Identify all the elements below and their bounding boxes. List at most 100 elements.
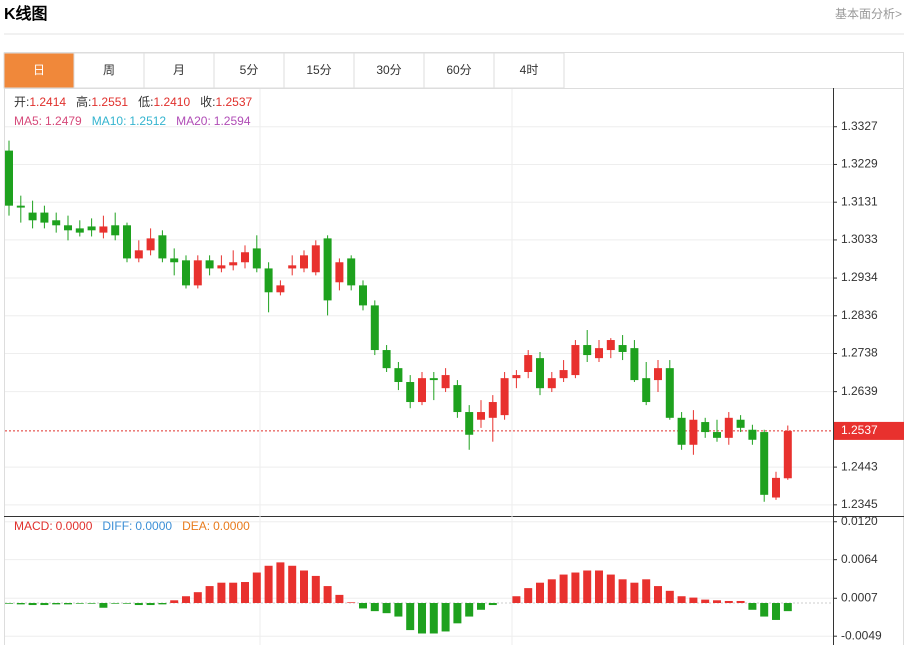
macd-bar bbox=[99, 603, 108, 608]
page-title: K线图 bbox=[4, 4, 48, 23]
candle-body bbox=[547, 378, 556, 389]
candle-body bbox=[595, 348, 603, 359]
candle-body bbox=[559, 370, 568, 379]
tab-label[interactable]: 4时 bbox=[520, 63, 539, 77]
tab-label[interactable]: 日 bbox=[33, 63, 45, 77]
tab[interactable] bbox=[213, 52, 285, 89]
candle-body bbox=[772, 477, 780, 498]
tab-label[interactable]: 30分 bbox=[376, 63, 401, 77]
info-label: MA20: bbox=[176, 114, 211, 128]
candle-body bbox=[524, 355, 533, 372]
macd-bar bbox=[264, 565, 273, 604]
macd-bar bbox=[347, 602, 356, 604]
candle-body bbox=[418, 378, 426, 403]
candle-body bbox=[170, 258, 179, 263]
macd-bar bbox=[252, 572, 261, 604]
macd-bar bbox=[382, 603, 391, 614]
candle-body bbox=[536, 358, 544, 389]
macd-bar bbox=[217, 582, 226, 604]
macd-bar bbox=[323, 586, 332, 604]
candle-body bbox=[158, 235, 167, 259]
macd-bar bbox=[123, 603, 131, 604]
tab[interactable] bbox=[353, 52, 425, 89]
macd-bar bbox=[760, 603, 769, 617]
candle-body bbox=[665, 368, 674, 418]
candle-body bbox=[748, 429, 757, 440]
candle-body bbox=[394, 368, 403, 383]
tab[interactable] bbox=[3, 52, 75, 89]
macd-tick-label: 0.0007 bbox=[841, 590, 878, 604]
candle-body bbox=[359, 285, 367, 306]
y-tick-label: 1.2836 bbox=[841, 308, 878, 322]
candle-body bbox=[5, 150, 13, 206]
candle-body bbox=[276, 285, 285, 293]
macd-bar bbox=[689, 597, 698, 604]
info-value: 1.2410 bbox=[153, 95, 190, 109]
candle-body bbox=[760, 432, 769, 495]
candle-body bbox=[724, 417, 733, 438]
macd-bar bbox=[370, 603, 379, 612]
tab-label[interactable]: 月 bbox=[173, 63, 185, 77]
tab-label[interactable]: 周 bbox=[103, 63, 115, 77]
macd-bar bbox=[772, 603, 780, 620]
tab-label[interactable]: 15分 bbox=[306, 63, 331, 77]
y-tick-label: 1.3033 bbox=[841, 232, 878, 246]
macd-bar bbox=[300, 570, 308, 604]
macd-bar bbox=[146, 603, 155, 606]
info-label: MA5: bbox=[14, 114, 42, 128]
macd-bar bbox=[394, 603, 403, 617]
macd-bar bbox=[40, 603, 49, 606]
candle-body bbox=[736, 419, 745, 428]
macd-bar bbox=[512, 596, 521, 604]
candle-body bbox=[99, 226, 108, 233]
candle-body bbox=[205, 260, 214, 269]
macd-bar bbox=[276, 562, 285, 604]
macd-bar bbox=[547, 579, 556, 604]
candle-body bbox=[217, 265, 226, 269]
candle-body bbox=[229, 262, 238, 266]
macd-bar bbox=[571, 572, 580, 604]
info-label: MACD: bbox=[14, 519, 53, 533]
candle-body bbox=[583, 345, 592, 356]
candle-body bbox=[134, 250, 143, 259]
info-value: 1.2512 bbox=[129, 114, 166, 128]
candle-body bbox=[347, 258, 356, 286]
macd-bar bbox=[134, 603, 143, 606]
macd-tick-label: 0.0120 bbox=[841, 514, 878, 528]
macd-bar bbox=[630, 582, 639, 604]
candle-body bbox=[193, 260, 202, 286]
candle-body bbox=[40, 212, 49, 223]
candle-body bbox=[571, 345, 580, 376]
macd-tick-label: 0.0064 bbox=[841, 552, 878, 566]
y-tick-label: 1.2443 bbox=[841, 459, 878, 473]
info-label: DIFF: bbox=[102, 519, 132, 533]
y-tick-label: 1.2639 bbox=[841, 384, 878, 398]
macd-bar bbox=[583, 570, 592, 604]
candle-body bbox=[701, 422, 710, 433]
y-tick-label: 1.2934 bbox=[841, 270, 878, 284]
candle-body bbox=[642, 378, 651, 403]
macd-bar bbox=[158, 603, 167, 605]
tab-label[interactable]: 5分 bbox=[240, 63, 259, 77]
macd-bar bbox=[311, 575, 320, 604]
macd-bar bbox=[28, 603, 37, 606]
candle-body bbox=[713, 432, 721, 438]
macd-bar bbox=[477, 603, 485, 610]
candle-body bbox=[677, 417, 686, 445]
fundamental-link[interactable]: 基本面分析> bbox=[835, 7, 902, 21]
candle-body bbox=[689, 419, 698, 445]
candle-body bbox=[241, 252, 249, 263]
macd-bar bbox=[536, 582, 544, 604]
tab[interactable] bbox=[73, 52, 145, 89]
y-tick-label: 1.3131 bbox=[841, 194, 878, 208]
macd-bar bbox=[713, 600, 721, 604]
macd-bar bbox=[665, 590, 674, 604]
macd-bar bbox=[783, 603, 792, 612]
macd-bar bbox=[524, 588, 533, 604]
tab-label[interactable]: 60分 bbox=[446, 63, 471, 77]
macd-bar bbox=[359, 603, 367, 609]
tab[interactable] bbox=[143, 52, 215, 89]
macd-bar bbox=[182, 596, 190, 604]
tab[interactable] bbox=[493, 52, 565, 89]
candle-body bbox=[16, 205, 25, 208]
